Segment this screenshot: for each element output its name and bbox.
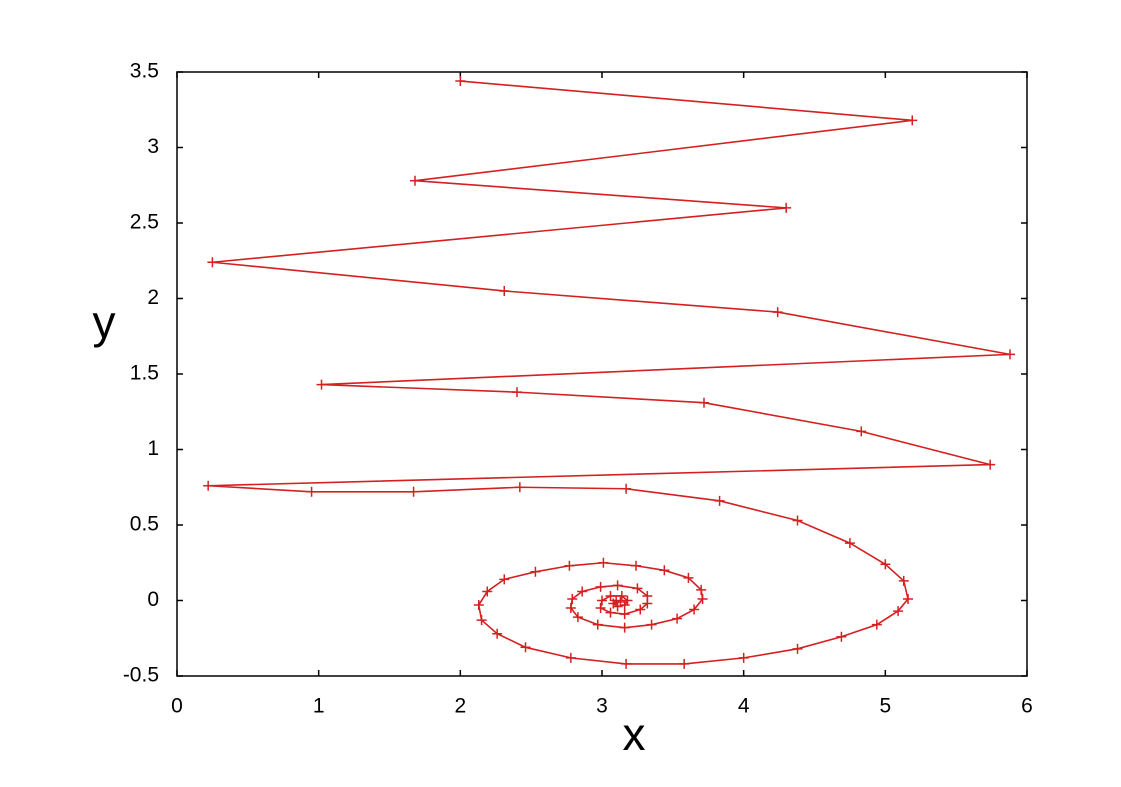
point-marker — [203, 480, 214, 491]
point-marker — [619, 622, 630, 633]
point-marker — [792, 515, 803, 526]
point-marker — [683, 572, 694, 583]
point-marker — [631, 560, 641, 571]
point-marker — [476, 615, 487, 626]
point-marker — [565, 603, 576, 614]
y-axis-label: y — [93, 296, 116, 348]
point-marker — [844, 538, 855, 549]
point-marker — [316, 379, 327, 390]
point-marker — [898, 575, 909, 586]
point-marker — [697, 593, 708, 604]
point-marker — [985, 459, 996, 470]
point-marker — [646, 619, 657, 630]
y-tick-label: -0.5 — [123, 664, 159, 687]
point-marker — [699, 397, 709, 408]
point-marker — [642, 598, 653, 609]
y-tick-label: 2.5 — [130, 211, 159, 234]
point-marker — [659, 565, 670, 576]
point-marker — [615, 597, 626, 608]
point-marker — [564, 560, 575, 571]
point-marker — [621, 483, 632, 494]
point-marker — [473, 600, 484, 611]
point-marker — [482, 586, 493, 597]
point-marker — [689, 604, 700, 615]
y-tick-label: 0 — [147, 588, 159, 611]
point-marker — [611, 595, 622, 606]
x-tick-label: 4 — [738, 695, 750, 718]
point-marker — [738, 652, 749, 663]
point-marker — [499, 574, 510, 585]
point-marker — [577, 586, 588, 597]
point-marker — [619, 609, 630, 620]
x-tick-label: 5 — [879, 695, 891, 718]
point-marker — [595, 581, 606, 592]
point-marker — [512, 387, 522, 398]
y-tick-label: 1.5 — [130, 362, 159, 385]
point-marker — [836, 631, 847, 642]
y-tick-label: 1 — [147, 437, 159, 460]
plot-frame — [176, 71, 1028, 677]
point-marker — [572, 612, 583, 623]
point-marker — [672, 613, 683, 624]
y-tick-label: 3.5 — [130, 60, 159, 83]
point-marker — [792, 643, 803, 654]
y-tick-label: 3 — [147, 135, 159, 158]
x-tick-label: 2 — [454, 695, 466, 718]
y-tick-label: 0.5 — [130, 513, 159, 536]
x-tick-label: 3 — [596, 695, 608, 718]
point-marker — [605, 607, 616, 618]
x-axis-label: x — [623, 708, 646, 760]
point-marker — [455, 76, 466, 87]
point-marker — [207, 257, 218, 268]
point-marker — [893, 606, 904, 617]
point-marker — [530, 566, 541, 577]
point-marker — [781, 202, 792, 213]
point-marker — [632, 583, 643, 594]
x-tick-label: 0 — [171, 695, 183, 718]
x-tick-label: 1 — [313, 695, 325, 718]
point-marker — [520, 642, 531, 653]
point-marker — [408, 486, 419, 497]
point-marker — [595, 603, 606, 614]
point-marker — [903, 593, 913, 604]
point-marker — [616, 590, 627, 601]
point-marker — [880, 559, 891, 570]
point-marker — [907, 115, 918, 126]
point-marker — [565, 652, 576, 663]
point-marker — [1005, 349, 1015, 360]
point-marker — [714, 495, 725, 506]
point-marker — [772, 307, 783, 318]
point-marker — [612, 580, 623, 591]
point-marker — [597, 595, 607, 606]
point-marker — [592, 619, 603, 630]
point-marker — [679, 658, 690, 669]
point-marker — [856, 426, 867, 437]
point-marker — [871, 619, 882, 630]
y-tick-label: 2 — [147, 286, 159, 309]
point-marker — [635, 604, 646, 615]
point-marker — [514, 482, 525, 493]
point-marker — [499, 285, 510, 296]
point-marker — [621, 658, 632, 669]
point-marker — [567, 593, 578, 604]
x-tick-label: 6 — [1021, 695, 1033, 718]
point-marker — [696, 584, 707, 595]
point-marker — [605, 590, 616, 601]
data-line — [208, 80, 1011, 665]
point-marker — [492, 628, 503, 639]
point-marker — [306, 486, 317, 497]
point-marker — [598, 557, 609, 568]
point-marker — [410, 175, 420, 186]
